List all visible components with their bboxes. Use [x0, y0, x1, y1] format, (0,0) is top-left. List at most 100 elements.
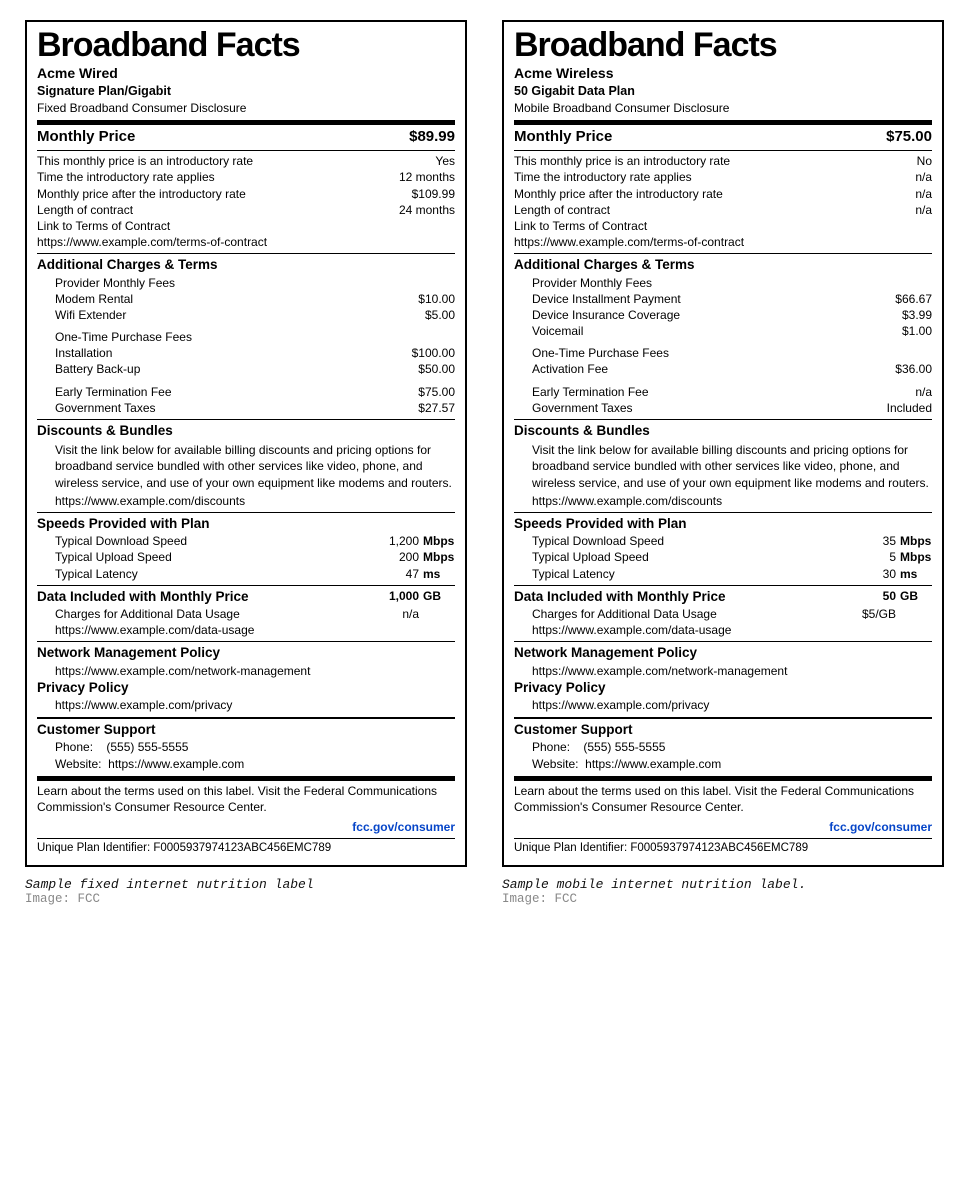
discounts-url: https://www.example.com/discounts	[37, 493, 455, 509]
support-phone-row: Phone: (555) 555-5555	[37, 739, 455, 755]
caption-credit: Image: FCC	[502, 892, 944, 906]
broadband-label-fixed: Broadband Facts Acme Wired Signature Pla…	[25, 20, 467, 867]
privacy-url: https://www.example.com/privacy	[37, 697, 455, 713]
privacy-header: Privacy Policy	[37, 679, 455, 697]
divider	[514, 585, 932, 586]
fcc-link[interactable]: fcc.gov/consumer	[514, 819, 932, 835]
divider	[37, 512, 455, 513]
data-usage-url: https://www.example.com/data-usage	[514, 622, 932, 638]
contract-length-row: Length of contract24 months	[37, 202, 455, 218]
divider	[37, 641, 455, 642]
monthly-price-row: Monthly Price $75.00	[514, 127, 932, 147]
right-caption: Sample mobile internet nutrition label. …	[502, 877, 944, 906]
divider	[37, 150, 455, 151]
monthly-price-label: Monthly Price	[37, 127, 401, 147]
support-site-row: Website: https://www.example.com	[514, 756, 932, 772]
speeds-header: Speeds Provided with Plan	[37, 515, 455, 533]
discounts-header: Discounts & Bundles	[514, 422, 932, 440]
terms-url: https://www.example.com/terms-of-contrac…	[514, 234, 932, 250]
fcc-link[interactable]: fcc.gov/consumer	[37, 819, 455, 835]
monthly-price-value: $89.99	[409, 127, 455, 147]
support-site-row: Website: https://www.example.com	[37, 756, 455, 772]
download-speed-row: Typical Download Speed35Mbps	[514, 533, 932, 549]
right-column: Broadband Facts Acme Wireless 50 Gigabit…	[502, 20, 944, 906]
latency-row: Typical Latency47ms	[37, 566, 455, 582]
fee-row: Voicemail$1.00	[514, 323, 932, 339]
card-title: Broadband Facts	[37, 28, 455, 62]
disclosure-line: Mobile Broadband Consumer Disclosure	[514, 100, 932, 116]
divider	[514, 120, 932, 125]
divider	[514, 253, 932, 254]
additional-data-row: Charges for Additional Data Usagen/a	[37, 606, 455, 622]
provider-name: Acme Wireless	[514, 64, 932, 83]
network-mgmt-url: https://www.example.com/network-manageme…	[514, 663, 932, 679]
privacy-header: Privacy Policy	[514, 679, 932, 697]
discounts-url: https://www.example.com/discounts	[514, 493, 932, 509]
gov-taxes-row: Government TaxesIncluded	[514, 400, 932, 416]
one-time-fees-label: One-Time Purchase Fees	[37, 329, 455, 345]
discounts-header: Discounts & Bundles	[37, 422, 455, 440]
disclosure-prefix: Fixed	[37, 101, 66, 115]
price-after-intro-row: Monthly price after the introductory rat…	[514, 186, 932, 202]
additional-charges-header: Additional Charges & Terms	[37, 256, 455, 274]
divider	[514, 717, 932, 719]
support-header: Customer Support	[514, 721, 932, 739]
divider	[37, 253, 455, 254]
network-mgmt-url: https://www.example.com/network-manageme…	[37, 663, 455, 679]
broadband-label-mobile: Broadband Facts Acme Wireless 50 Gigabit…	[502, 20, 944, 867]
intro-rate-row: This monthly price is an introductory ra…	[514, 153, 932, 169]
divider	[37, 120, 455, 125]
data-included-row: Data Included with Monthly Price50GB	[514, 588, 932, 606]
additional-data-row: Charges for Additional Data Usage$5/GB	[514, 606, 932, 622]
caption-credit: Image: FCC	[25, 892, 467, 906]
divider	[514, 150, 932, 151]
disclosure-prefix: Mobile	[514, 101, 549, 115]
fee-row: Device Insurance Coverage$3.99	[514, 307, 932, 323]
contract-length-row: Length of contractn/a	[514, 202, 932, 218]
divider	[514, 512, 932, 513]
one-time-fees-label: One-Time Purchase Fees	[514, 345, 932, 361]
provider-monthly-fees-label: Provider Monthly Fees	[37, 275, 455, 291]
divider	[514, 419, 932, 420]
fee-row: Modem Rental$10.00	[37, 291, 455, 307]
divider	[37, 419, 455, 420]
divider	[37, 585, 455, 586]
left-caption: Sample fixed internet nutrition label Im…	[25, 877, 467, 906]
network-mgmt-header: Network Management Policy	[37, 644, 455, 662]
divider	[37, 717, 455, 719]
left-column: Broadband Facts Acme Wired Signature Pla…	[25, 20, 467, 906]
upi-row: Unique Plan Identifier: F0005937974123AB…	[37, 841, 455, 857]
intro-time-row: Time the introductory rate appliesn/a	[514, 169, 932, 185]
early-termination-row: Early Termination Fee$75.00	[37, 384, 455, 400]
data-included-row: Data Included with Monthly Price1,000GB	[37, 588, 455, 606]
divider	[514, 641, 932, 642]
intro-rate-row: This monthly price is an introductory ra…	[37, 153, 455, 169]
learn-text: Learn about the terms used on this label…	[37, 783, 455, 815]
disclosure-rest: Broadband Consumer Disclosure	[66, 101, 246, 115]
label-panels: Broadband Facts Acme Wired Signature Pla…	[25, 20, 944, 906]
learn-text: Learn about the terms used on this label…	[514, 783, 932, 815]
early-termination-row: Early Termination Feen/a	[514, 384, 932, 400]
card-title: Broadband Facts	[514, 28, 932, 62]
latency-row: Typical Latency30ms	[514, 566, 932, 582]
monthly-price-label: Monthly Price	[514, 127, 878, 147]
terms-url: https://www.example.com/terms-of-contrac…	[37, 234, 455, 250]
fee-row: Battery Back-up$50.00	[37, 361, 455, 377]
fee-row: Activation Fee$36.00	[514, 361, 932, 377]
divider	[37, 838, 455, 839]
data-usage-url: https://www.example.com/data-usage	[37, 622, 455, 638]
speeds-header: Speeds Provided with Plan	[514, 515, 932, 533]
network-mgmt-header: Network Management Policy	[514, 644, 932, 662]
upload-speed-row: Typical Upload Speed5Mbps	[514, 549, 932, 565]
provider-name: Acme Wired	[37, 64, 455, 83]
caption-text: Sample fixed internet nutrition label	[25, 877, 467, 892]
divider	[514, 776, 932, 781]
fee-row: Installation$100.00	[37, 345, 455, 361]
divider	[514, 838, 932, 839]
caption-text: Sample mobile internet nutrition label.	[502, 877, 944, 892]
provider-monthly-fees-label: Provider Monthly Fees	[514, 275, 932, 291]
upi-row: Unique Plan Identifier: F0005937974123AB…	[514, 841, 932, 857]
support-header: Customer Support	[37, 721, 455, 739]
terms-link-label: Link to Terms of Contract	[37, 218, 455, 234]
terms-link-label: Link to Terms of Contract	[514, 218, 932, 234]
